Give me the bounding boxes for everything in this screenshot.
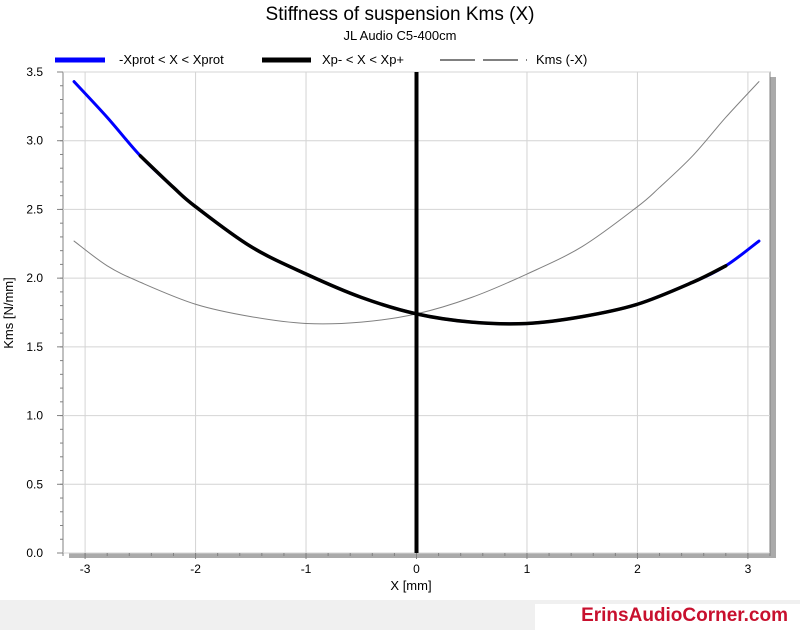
y-tick-label: 1.0 bbox=[26, 409, 43, 423]
x-tick-label: 1 bbox=[524, 562, 531, 576]
x-tick-label: 3 bbox=[745, 562, 752, 576]
x-tick-label: 0 bbox=[413, 562, 420, 576]
y-tick-label: 0.5 bbox=[26, 477, 43, 491]
legend-label-2: Kms (-X) bbox=[536, 52, 587, 67]
chart-title: Stiffness of suspension Kms (X) bbox=[266, 4, 535, 25]
series-layer bbox=[72, 72, 761, 553]
chart-subtitle: JL Audio C5-400cm bbox=[344, 28, 457, 43]
y-axis-label: Kms [N/mm] bbox=[1, 277, 16, 349]
y-tick-label: 3.5 bbox=[26, 65, 43, 79]
y-tick-label: 3.0 bbox=[26, 134, 43, 148]
axis-ticks: -3 -2 -1 0 1 2 3 0.0 0.5 1.0 1.5 2.0 2.5 3.0 3.5 bbox=[26, 65, 771, 576]
x-tick-label: -2 bbox=[190, 562, 201, 576]
y-tick-label: 2.5 bbox=[26, 202, 43, 216]
y-tick-label: 2.0 bbox=[26, 271, 43, 285]
series-line-2 bbox=[73, 81, 760, 325]
x-tick-label: 2 bbox=[634, 562, 641, 576]
chart: Stiffness of suspension Kms (X) JL Audio… bbox=[1, 4, 776, 593]
watermark: ErinsAudioCorner.com bbox=[581, 605, 788, 626]
legend: -Xprot < X < Xprot Xp- < X < Xp+ Kms (-X) bbox=[55, 52, 587, 67]
x-axis-label: X [mm] bbox=[390, 578, 431, 593]
y-tick-label: 0.0 bbox=[26, 546, 43, 560]
x-tick-label: -1 bbox=[301, 562, 312, 576]
legend-label-0: -Xprot < X < Xprot bbox=[119, 52, 224, 67]
legend-label-1: Xp- < X < Xp+ bbox=[322, 52, 404, 67]
footer-box bbox=[535, 604, 800, 630]
x-tick-label: -3 bbox=[80, 562, 91, 576]
y-tick-label: 1.5 bbox=[26, 340, 43, 354]
